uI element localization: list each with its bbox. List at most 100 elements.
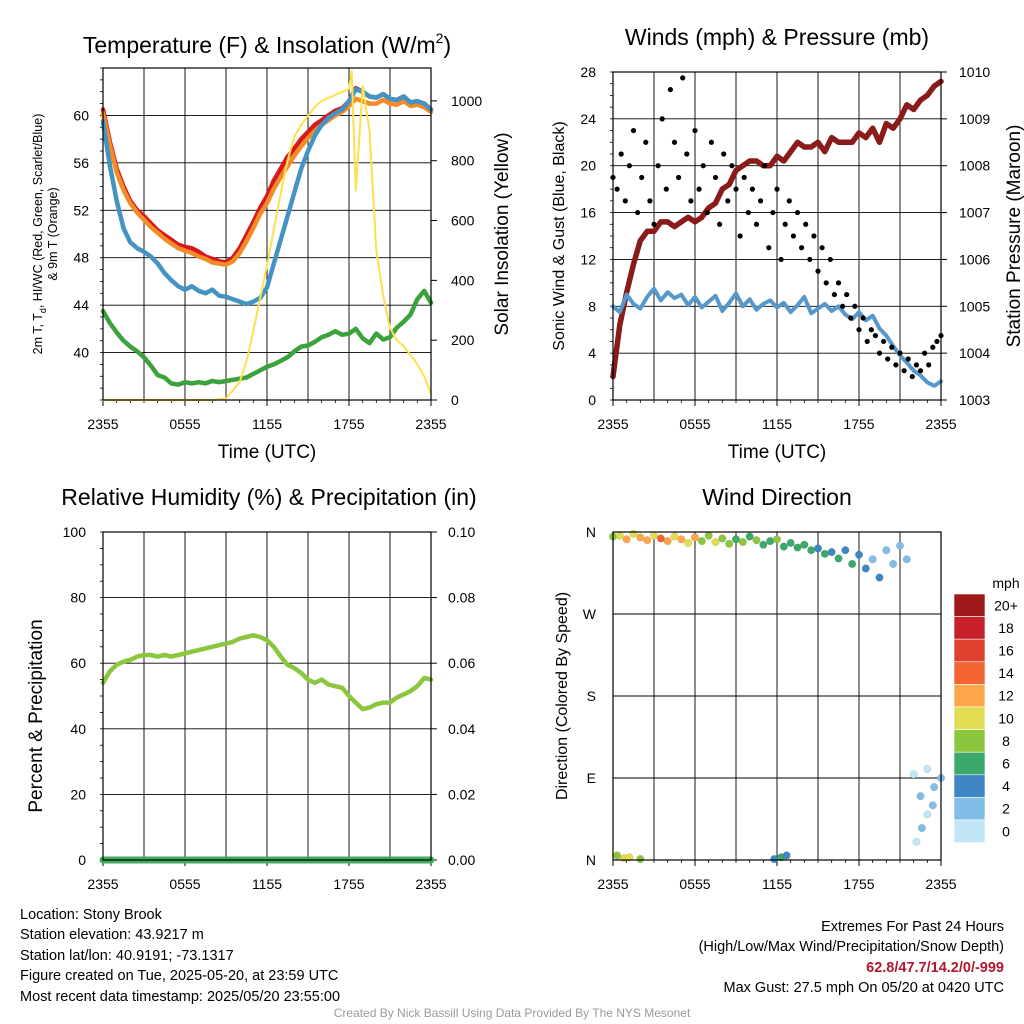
winds-pressure-chart: 2355 0555 1155 1755 235504812162024281003100… — [551, 24, 1024, 463]
gust-point — [901, 368, 907, 374]
direction-point — [752, 536, 761, 545]
gust-point — [692, 127, 698, 134]
gust-point — [831, 291, 838, 298]
winds-series-1 — [611, 286, 943, 388]
gust-point — [774, 186, 780, 192]
direction-point — [895, 541, 905, 550]
gust-point — [729, 163, 735, 169]
gust-point — [872, 332, 879, 339]
y-tick-label: 28 — [580, 64, 596, 80]
winds-series-0 — [610, 78, 944, 380]
gust-point — [819, 245, 825, 251]
location-text: Location: Stony Brook — [20, 907, 162, 923]
gust-point — [688, 198, 694, 204]
direction-point — [718, 534, 727, 543]
y-tick-label: 40 — [73, 345, 89, 361]
gust-point — [696, 186, 702, 192]
y-right-tick-label: 1007 — [959, 205, 990, 221]
colorbar-label: 16 — [998, 643, 1014, 659]
max-gust-text: Max Gust: 27.5 mph On 05/20 at 0420 UTC — [723, 980, 1004, 997]
x-tick-label: 0555 — [679, 876, 710, 892]
chart-title: Relative Humidity (%) & Precipitation (i… — [61, 484, 476, 510]
gust-point — [635, 209, 641, 216]
x-tick-label: 2355 — [597, 876, 628, 892]
y-right-tick-label: 1005 — [959, 298, 990, 314]
gust-point — [758, 198, 764, 204]
humidity-series-0 — [100, 633, 434, 712]
y-label-part: 2m T, T — [31, 313, 45, 355]
temperature-series-3 — [100, 288, 434, 387]
plot-frame — [612, 531, 942, 861]
y-right-tick-label: 0.10 — [448, 524, 475, 540]
y-right-tick-label: 1004 — [959, 345, 990, 361]
y-tick-label: 60 — [70, 655, 86, 671]
y-right-tick-label: 1008 — [959, 158, 990, 174]
colorbar-swatch — [953, 593, 986, 617]
gust-point — [889, 344, 895, 350]
gust-point — [893, 362, 899, 368]
x-tick-label: 1755 — [333, 876, 364, 892]
y-right-tick-label: 0.08 — [448, 590, 475, 606]
x-tick-label: 1755 — [333, 416, 364, 432]
direction-point — [889, 559, 898, 568]
y-tick-label: 56 — [73, 155, 89, 171]
y-right-tick-label: 0.00 — [448, 852, 475, 868]
gust-point — [864, 338, 870, 345]
direction-point — [745, 532, 754, 541]
direction-point — [875, 573, 884, 582]
x-tick-label: 1155 — [762, 876, 792, 892]
gust-point — [745, 209, 751, 216]
gust-point — [639, 174, 645, 181]
gust-point — [725, 198, 731, 204]
gust-point — [835, 280, 842, 286]
y-right-tick-label: 0.02 — [448, 786, 475, 802]
colorbar-swatch — [953, 797, 986, 821]
direction-point — [670, 532, 679, 541]
gust-point — [852, 303, 858, 309]
gust-point — [811, 233, 817, 239]
gust-point — [856, 327, 862, 333]
direction-point — [697, 537, 706, 546]
gust-point — [803, 221, 809, 227]
gust-point — [934, 338, 940, 345]
x-tick-label: 0555 — [169, 416, 200, 432]
gust-point — [827, 256, 833, 263]
recent-data-text: Most recent data timestamp: 2025/05/20 2… — [20, 988, 341, 1005]
direction-point — [613, 851, 622, 860]
y-right-tick-label: 400 — [451, 272, 475, 288]
gust-point — [807, 256, 813, 263]
direction-point — [629, 529, 638, 538]
gust-point — [917, 368, 924, 374]
direction-point — [615, 531, 624, 540]
y-axis-label: Percent & Precipitation — [26, 619, 47, 812]
direction-point — [917, 824, 926, 833]
colorbar-swatch — [953, 819, 986, 843]
plot-frame — [102, 531, 432, 861]
gust-point — [844, 291, 850, 298]
y-label-subscript: d — [38, 308, 48, 313]
gust-point — [913, 362, 920, 368]
y-tick-label: W — [583, 606, 597, 622]
colorbar-swatch — [953, 706, 986, 730]
y-right-tick-label: 1000 — [451, 93, 482, 109]
colorbar-label: 2 — [1002, 801, 1010, 817]
direction-point — [928, 801, 937, 810]
direction-point — [930, 783, 939, 792]
gust-point — [848, 315, 854, 321]
colorbar-swatch — [953, 774, 986, 798]
direction-point — [882, 546, 891, 555]
direction-point — [759, 540, 768, 549]
gust-point — [881, 338, 887, 345]
direction-point — [820, 549, 829, 558]
x-tick-label: 0555 — [169, 876, 200, 892]
x-tick-label: 2355 — [87, 416, 118, 432]
gust-point — [897, 350, 903, 356]
direction-point — [770, 855, 779, 864]
direction-point — [902, 555, 911, 564]
colorbar-swatch — [953, 616, 986, 640]
chart-title: Temperature (F) & Insolation (W/m2) — [83, 30, 451, 58]
y-axis-label-line1: 2m T, Td, HI/WC (Red, Green, Scarlet/Blu… — [31, 114, 48, 355]
y-tick-label: N — [586, 524, 596, 540]
x-axis-label: Time (UTC) — [218, 442, 317, 463]
